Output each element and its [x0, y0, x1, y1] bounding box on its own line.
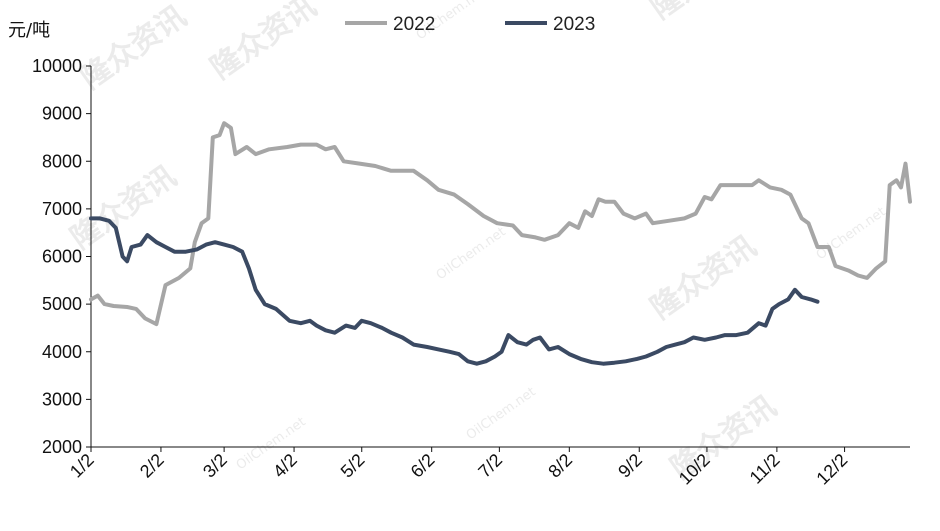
x-tick-label: 6/2 — [407, 450, 439, 482]
watermark-text: 隆众资讯 — [645, 0, 763, 27]
y-tick-label: 9000 — [42, 104, 82, 124]
watermark-text: OilChem.net — [434, 225, 509, 284]
series-line-2022 — [89, 121, 912, 327]
series-line-2023 — [89, 216, 820, 366]
x-tick-label: 5/2 — [337, 450, 369, 482]
x-tick-label: 11/2 — [746, 450, 784, 488]
watermark-text: 隆众资讯 — [75, 0, 193, 97]
y-tick-label: 2000 — [42, 437, 82, 457]
y-tick-label: 3000 — [42, 389, 82, 409]
x-tick-label: 2/2 — [136, 450, 168, 482]
watermark-layer: 隆众资讯 OilChem.net 隆众资讯 OilChem.net 隆众资讯 OilChe… — [65, 0, 889, 487]
x-tick-label: 4/2 — [269, 450, 301, 482]
watermark-text: 隆众资讯 — [205, 0, 323, 87]
y-tick-label: 10000 — [32, 56, 82, 76]
y-axis-unit-label: 元/吨 — [8, 20, 50, 41]
x-tick-label: 8/2 — [544, 450, 576, 482]
series-layer — [89, 121, 912, 366]
y-axis-ticks: 2000 3000 4000 5000 6000 7000 8000 9000 10000 — [32, 56, 91, 457]
y-tick-label: 8000 — [42, 151, 82, 171]
y-tick-label: 7000 — [42, 199, 82, 219]
legend-label-2022: 2022 — [393, 14, 435, 35]
watermark-text: OilChem.net — [464, 385, 539, 444]
watermark-text: 隆众资讯 — [65, 159, 183, 256]
watermark-text: OilChem.net — [814, 205, 889, 264]
x-tick-label: 9/2 — [614, 450, 646, 482]
x-tick-label: 7/2 — [474, 450, 506, 482]
x-tick-label: 12/2 — [812, 450, 851, 489]
watermark-text: 隆众资讯 — [645, 229, 763, 326]
x-axis-ticks: 1/2 2/2 3/2 4/2 5/2 6/2 7/2 8/2 9/2 10/2 11/2 12/2 — [66, 447, 851, 489]
y-tick-label: 5000 — [42, 294, 82, 314]
x-tick-label: 3/2 — [199, 450, 231, 482]
y-tick-label: 4000 — [42, 342, 82, 362]
y-tick-label: 6000 — [42, 247, 82, 267]
legend: 2022 2023 — [345, 14, 595, 35]
legend-label-2023: 2023 — [553, 14, 595, 35]
